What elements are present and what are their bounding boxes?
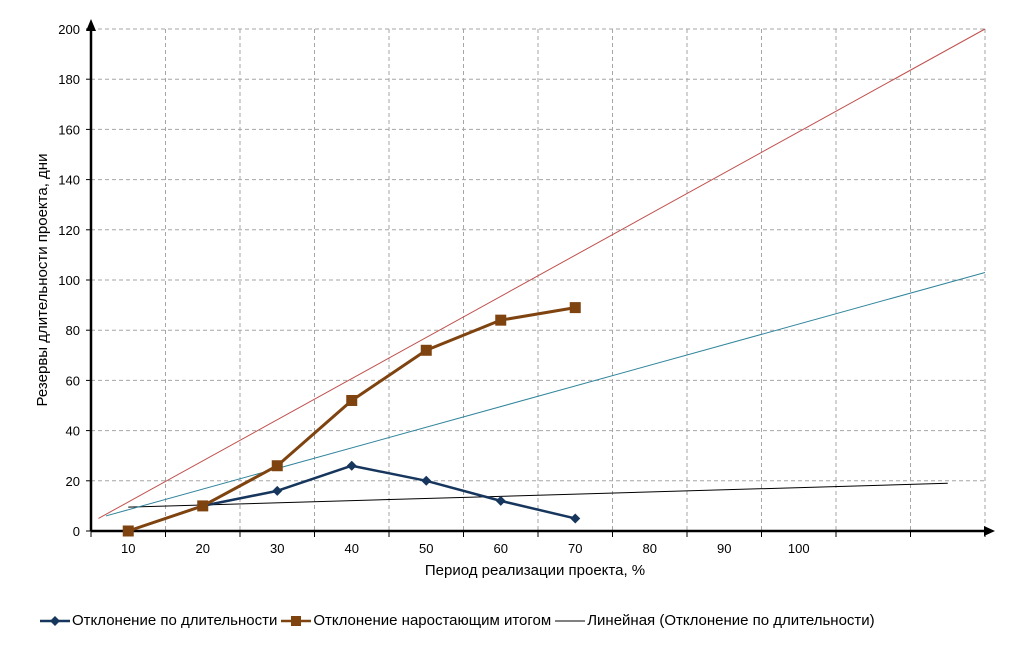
y-tick-label: 180 <box>58 72 80 87</box>
y-tick-label: 40 <box>66 424 80 439</box>
x-tick-label: 50 <box>419 541 433 556</box>
x-tick-label: 60 <box>494 541 508 556</box>
series-2-point <box>197 500 209 512</box>
series-1-line <box>127 464 576 533</box>
chart-axes <box>86 19 995 537</box>
x-tick-label: 20 <box>196 541 210 556</box>
legend-item-duration: Отклонение по длительности <box>40 612 277 629</box>
legend-item-cumulative: Отклонение наростающим итогом <box>281 612 551 629</box>
line-chart: 10 20 30 40 50 60 70 80 90 100 0 20 40 60 80 100 120 140 1… <box>34 19 995 579</box>
series-1-point <box>570 513 581 524</box>
legend-label-linear: Линейная (Отклонение по длительности) <box>587 612 875 629</box>
x-axis-title: Период реализации проекта, % <box>425 562 645 579</box>
chart-grid <box>91 28 986 531</box>
y-tick-label: 120 <box>58 223 80 238</box>
series-2-line <box>127 306 576 533</box>
trendlines <box>98 28 986 519</box>
y-axis-title: Резервы длительности проекта, дни <box>34 154 51 407</box>
y-tick-label: 200 <box>58 22 80 37</box>
y-tick-label: 80 <box>66 323 80 338</box>
y-tick-label: 20 <box>66 474 80 489</box>
chart-legend: Отклонение по длительности Отклонение на… <box>40 612 879 629</box>
legend-label-cumulative: Отклонение наростающим итогом <box>313 612 552 629</box>
y-tick-label: 160 <box>58 122 80 137</box>
series-2-point <box>495 314 507 326</box>
series-2-point <box>569 302 581 314</box>
x-tick-label: 30 <box>270 541 284 556</box>
series-1-point <box>346 460 357 471</box>
y-tick-label: 60 <box>66 373 80 388</box>
y-tick-label: 0 <box>73 524 80 539</box>
x-tick-label: 10 <box>121 541 135 556</box>
series-2-point <box>346 394 358 406</box>
x-tick-label: 100 <box>788 541 810 556</box>
series-2-point <box>420 344 432 356</box>
y-tick-label: 140 <box>58 173 80 188</box>
x-tick-label: 80 <box>643 541 657 556</box>
legend-item-linear: Линейная (Отклонение по длительности) <box>555 612 875 629</box>
x-tick-label: 90 <box>717 541 731 556</box>
x-tick-label: 40 <box>345 541 359 556</box>
tick-labels: 10 20 30 40 50 60 70 80 90 100 0 20 40 60 80 100 120 140 1… <box>58 22 809 556</box>
series-1-point <box>272 485 283 496</box>
x-tick-label: 70 <box>568 541 582 556</box>
trendline-3 <box>105 271 986 517</box>
x-axis-arrow-icon <box>984 526 995 536</box>
series-2-point <box>271 460 283 472</box>
y-tick-label: 100 <box>58 273 80 288</box>
trendline-2 <box>98 28 986 519</box>
square-marker-icon <box>281 615 312 626</box>
trendline-icon <box>555 620 586 621</box>
chart-series <box>122 302 581 537</box>
y-axis-arrow-icon <box>86 19 96 31</box>
trendline-1 <box>128 482 948 508</box>
legend-label-duration: Отклонение по длительности <box>72 612 278 629</box>
series-2-point <box>122 525 134 537</box>
diamond-marker-icon <box>40 615 70 626</box>
series-1-point <box>421 475 432 486</box>
series-1-point <box>495 495 506 506</box>
